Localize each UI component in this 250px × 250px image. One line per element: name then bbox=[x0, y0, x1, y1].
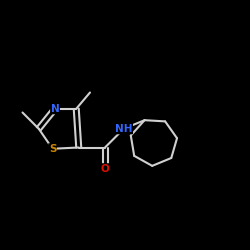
Text: O: O bbox=[100, 164, 110, 174]
Text: N: N bbox=[51, 104, 59, 114]
Text: S: S bbox=[49, 144, 56, 154]
Text: NH: NH bbox=[115, 124, 132, 134]
